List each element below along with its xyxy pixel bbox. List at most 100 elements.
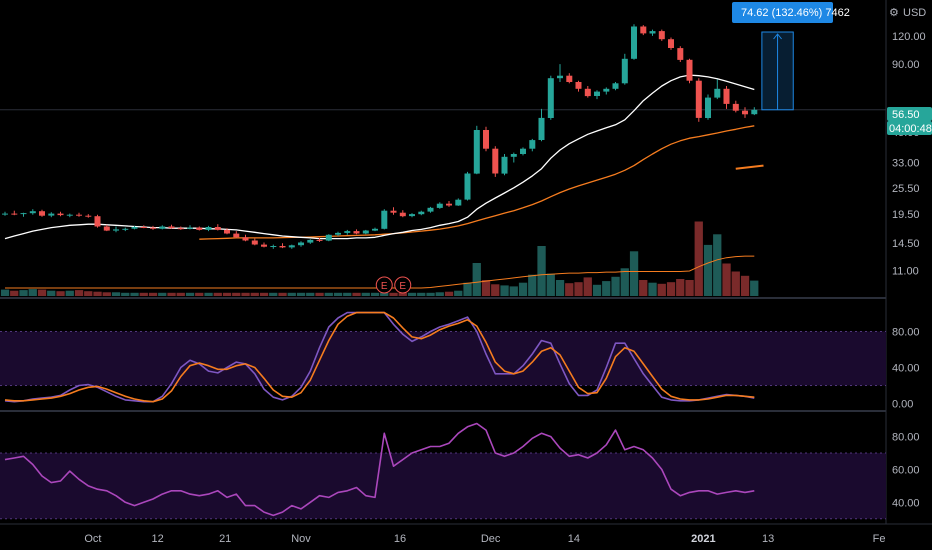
candle[interactable] <box>538 108 545 142</box>
candle[interactable] <box>427 206 434 213</box>
candle[interactable] <box>742 107 748 118</box>
candle[interactable] <box>298 241 304 247</box>
candle[interactable] <box>48 212 55 218</box>
candle[interactable] <box>483 126 489 152</box>
candle[interactable] <box>270 244 277 249</box>
candle[interactable] <box>566 73 573 84</box>
candle[interactable] <box>150 225 156 230</box>
candle[interactable] <box>131 225 138 230</box>
pane-divider-2[interactable] <box>0 410 886 412</box>
candle[interactable] <box>57 211 64 217</box>
candle[interactable] <box>557 64 563 82</box>
volume-bar <box>111 292 121 296</box>
candle[interactable] <box>242 234 249 242</box>
candle[interactable] <box>251 238 258 246</box>
candle[interactable] <box>649 29 656 36</box>
candle[interactable] <box>732 100 739 113</box>
candle[interactable] <box>140 225 147 229</box>
candle[interactable] <box>547 75 554 120</box>
candle[interactable] <box>714 79 721 100</box>
candle[interactable] <box>751 107 758 116</box>
candle[interactable] <box>168 224 175 229</box>
candle[interactable] <box>418 210 425 216</box>
currency-area[interactable]: ⚙ USD <box>887 2 932 22</box>
candle[interactable] <box>677 46 684 62</box>
candle[interactable] <box>39 209 45 217</box>
candle[interactable] <box>658 29 665 41</box>
candle[interactable] <box>344 229 351 235</box>
measure-label-box[interactable]: 74.62 (132.46%) 7462 <box>732 2 850 23</box>
candle[interactable] <box>29 209 36 215</box>
measure-tool[interactable] <box>761 31 794 111</box>
candle[interactable] <box>695 78 702 122</box>
candle[interactable] <box>520 147 526 156</box>
candle[interactable] <box>436 202 443 209</box>
candle[interactable] <box>187 225 193 230</box>
stoch-d-line[interactable] <box>4 311 755 403</box>
candle[interactable] <box>529 138 536 152</box>
candle[interactable] <box>335 231 341 236</box>
candle[interactable] <box>464 171 471 201</box>
earnings-event[interactable]: E <box>394 276 412 294</box>
candle[interactable] <box>390 207 397 215</box>
rsi-line[interactable] <box>4 422 755 517</box>
candle[interactable] <box>325 234 332 242</box>
candle[interactable] <box>575 80 582 92</box>
candle[interactable] <box>473 125 480 175</box>
candle[interactable] <box>205 225 212 232</box>
candle[interactable] <box>103 224 110 232</box>
candle[interactable] <box>603 87 610 95</box>
candle[interactable] <box>362 229 369 235</box>
candle-body <box>381 210 388 229</box>
candle[interactable] <box>594 90 600 100</box>
candle[interactable] <box>196 226 203 231</box>
candle[interactable] <box>446 201 452 207</box>
candle[interactable] <box>85 214 92 218</box>
candle[interactable] <box>2 211 8 216</box>
candle[interactable] <box>455 198 462 206</box>
candle[interactable] <box>621 53 628 85</box>
ma-short-line[interactable] <box>4 74 755 240</box>
candle[interactable] <box>492 146 499 177</box>
candle[interactable] <box>668 37 674 50</box>
candle[interactable] <box>159 225 166 230</box>
candle[interactable] <box>261 242 267 248</box>
candle[interactable] <box>381 209 388 230</box>
candle[interactable] <box>723 86 730 109</box>
candle[interactable] <box>20 212 27 217</box>
candle[interactable] <box>353 229 360 235</box>
volume-bar <box>731 271 740 296</box>
candle[interactable] <box>11 210 18 216</box>
candle[interactable] <box>288 244 295 249</box>
volume-bar <box>574 282 583 296</box>
candle[interactable] <box>409 213 415 218</box>
candle[interactable] <box>233 231 240 238</box>
candle[interactable] <box>307 239 314 244</box>
candle[interactable] <box>705 94 711 120</box>
candle[interactable] <box>501 154 508 176</box>
candle[interactable] <box>612 82 619 91</box>
candle[interactable] <box>399 210 406 218</box>
gear-icon[interactable]: ⚙ <box>889 7 899 19</box>
candle[interactable] <box>177 226 184 230</box>
candle[interactable] <box>510 152 517 163</box>
pane-divider-1[interactable] <box>0 297 886 299</box>
candle[interactable] <box>94 214 101 228</box>
candle[interactable] <box>214 224 221 231</box>
candle[interactable] <box>640 25 647 36</box>
candle-body <box>177 228 184 230</box>
currency-label[interactable]: USD <box>903 7 926 19</box>
candle[interactable] <box>224 228 230 235</box>
candle[interactable] <box>372 227 378 232</box>
candle[interactable] <box>686 58 693 84</box>
candle[interactable] <box>66 213 73 218</box>
candle[interactable] <box>316 237 323 242</box>
candle[interactable] <box>113 226 119 233</box>
candle[interactable] <box>584 86 591 98</box>
candle[interactable] <box>631 24 637 60</box>
candle[interactable] <box>279 243 286 249</box>
candle[interactable] <box>76 212 82 217</box>
candle[interactable] <box>122 227 129 232</box>
earnings-event[interactable]: E <box>375 276 393 294</box>
